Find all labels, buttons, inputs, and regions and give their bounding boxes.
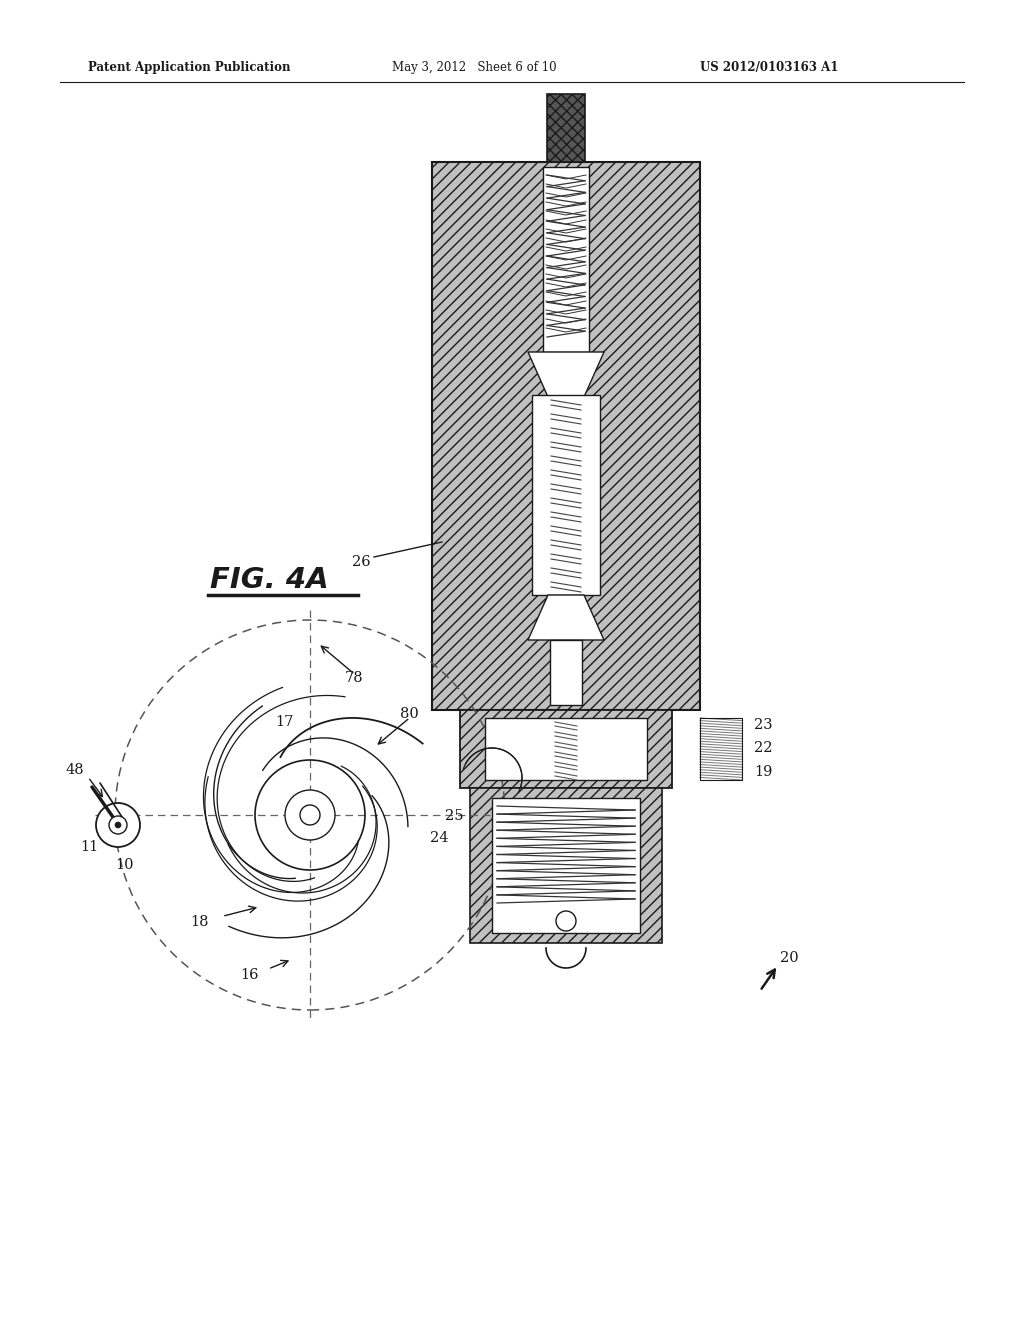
Circle shape [300, 805, 319, 825]
Text: 26: 26 [352, 554, 371, 569]
Bar [432, 162, 700, 710]
Circle shape [109, 816, 127, 834]
Text: US 2012/0103163 A1: US 2012/0103163 A1 [700, 61, 839, 74]
Circle shape [96, 803, 140, 847]
Polygon shape [528, 595, 604, 640]
Text: May 3, 2012   Sheet 6 of 10: May 3, 2012 Sheet 6 of 10 [392, 61, 557, 74]
Text: 17: 17 [275, 714, 293, 729]
Bar [532, 395, 600, 595]
Bar [492, 799, 640, 933]
Polygon shape [528, 352, 604, 397]
Text: 80: 80 [400, 706, 419, 721]
Circle shape [285, 789, 335, 840]
Text: Patent Application Publication: Patent Application Publication [88, 61, 291, 74]
Circle shape [556, 911, 575, 931]
Text: 24: 24 [430, 832, 449, 845]
Bar [470, 788, 662, 942]
Text: 23: 23 [754, 718, 773, 733]
Text: 16: 16 [240, 968, 258, 982]
Text: 25: 25 [445, 809, 464, 822]
Bar [485, 718, 647, 780]
Text: FIG. 4A: FIG. 4A [210, 566, 329, 594]
Bar [547, 94, 585, 162]
Text: 18: 18 [190, 915, 209, 929]
Text: 20: 20 [780, 950, 799, 965]
Text: 10: 10 [115, 858, 133, 873]
Bar [543, 168, 589, 352]
Circle shape [115, 822, 121, 828]
Bar [550, 640, 582, 705]
Text: 19: 19 [754, 766, 772, 779]
Text: 48: 48 [65, 763, 84, 777]
Text: 22: 22 [754, 741, 772, 755]
Text: 11: 11 [80, 840, 98, 854]
Text: 78: 78 [345, 672, 364, 685]
Bar [460, 710, 672, 788]
